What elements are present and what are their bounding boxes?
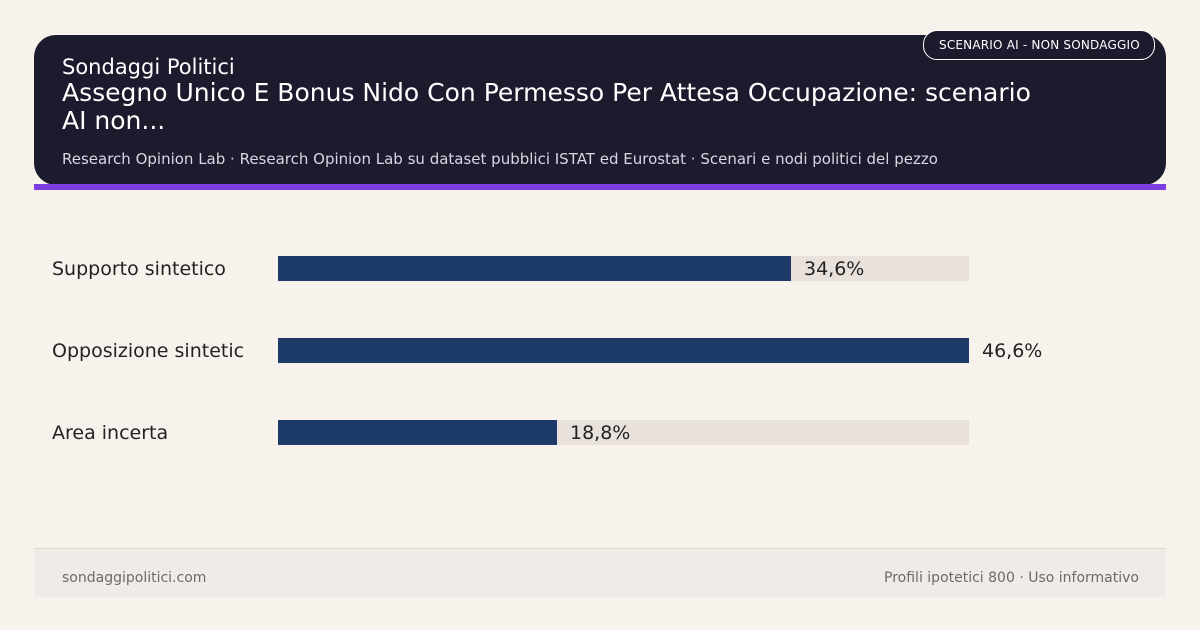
- category-label: Supporto sintetico: [52, 258, 226, 280]
- category-label: Opposizione sintetic: [52, 340, 245, 362]
- value-label: 34,6%: [804, 258, 865, 280]
- footer-site: sondaggipolitici.com: [62, 570, 207, 586]
- value-label: 46,6%: [982, 340, 1043, 362]
- bar: [278, 256, 791, 281]
- page-title: Assegno Unico E Bonus Nido Con Permesso …: [62, 78, 1031, 135]
- value-label: 18,8%: [570, 422, 631, 444]
- subtitle: Research Opinion Lab · Research Opinion …: [62, 150, 938, 168]
- category-label: Area incerta: [52, 422, 169, 444]
- kicker: Sondaggi Politici: [62, 55, 235, 79]
- header-panel: [34, 35, 1166, 185]
- scenario-badge: SCENARIO AI - NON SONDAGGIO: [923, 30, 1155, 60]
- footer: [34, 548, 1166, 597]
- header-accent-line: [34, 184, 1166, 190]
- footer-note: Profili ipotetici 800 · Uso informativo: [884, 570, 1139, 586]
- bar: [278, 338, 969, 363]
- bar: [278, 420, 557, 445]
